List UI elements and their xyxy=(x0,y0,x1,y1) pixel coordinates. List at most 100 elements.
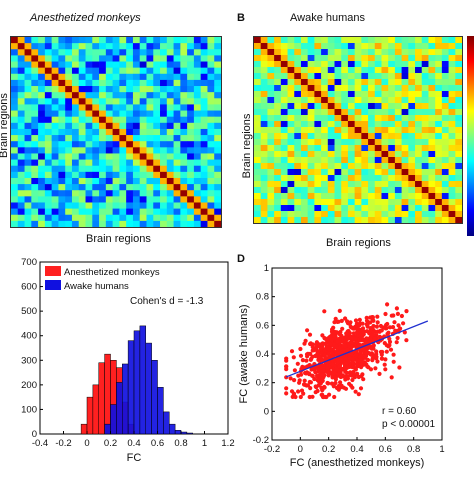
heatmap-cell xyxy=(173,79,181,87)
heatmap-cell xyxy=(327,85,335,92)
heatmap-cell xyxy=(180,214,188,222)
scatter-point xyxy=(360,360,365,365)
heatmap-cell xyxy=(51,73,59,81)
heatmap-cell xyxy=(153,135,161,142)
heatmap-cell xyxy=(321,205,329,212)
heatmap-cell xyxy=(44,220,52,227)
heatmap-cell xyxy=(307,91,315,98)
heatmap-cell xyxy=(455,205,462,212)
heatmap-cell xyxy=(361,187,369,194)
heatmap-cell xyxy=(51,177,59,185)
heatmap-cell xyxy=(374,217,382,223)
heatmap-cell xyxy=(314,55,322,62)
heatmap-cell xyxy=(287,73,295,80)
heatmap-cell xyxy=(294,151,302,158)
heatmap-cell xyxy=(31,135,39,142)
heatmap-cell xyxy=(388,91,396,98)
heatmap-cell xyxy=(307,121,315,128)
heatmap-cell xyxy=(341,193,349,200)
heatmap-cell xyxy=(17,208,25,216)
scatter-point xyxy=(355,358,360,363)
heatmap-cell xyxy=(160,171,168,179)
heatmap-cell xyxy=(254,67,262,74)
heatmap-cell xyxy=(394,127,402,134)
heatmap-cell xyxy=(71,49,80,56)
heatmap-cell xyxy=(112,104,120,111)
heatmap-cell xyxy=(347,151,355,158)
heatmap-cell xyxy=(401,181,409,188)
heatmap-cell xyxy=(153,184,161,191)
heatmap-cell xyxy=(347,175,355,182)
heatmap-cell xyxy=(92,220,100,227)
scatter-point xyxy=(358,332,363,337)
heatmap-cell xyxy=(166,220,174,227)
heatmap-cell xyxy=(160,104,168,111)
heatmap-cell xyxy=(374,133,382,140)
heatmap-cell xyxy=(428,61,436,68)
heatmap-cell xyxy=(300,205,308,212)
heatmap-cell xyxy=(180,159,188,167)
heatmap-cell xyxy=(132,73,141,81)
heatmap-cell xyxy=(394,103,402,110)
heatmap-cell xyxy=(160,61,168,68)
heatmap-cell xyxy=(415,121,423,128)
heatmap-cell xyxy=(99,98,107,105)
heatmap-cell xyxy=(421,193,429,200)
heatmap-cell xyxy=(321,187,329,194)
heatmap-cell xyxy=(347,37,355,44)
heatmap-cell xyxy=(354,181,362,188)
heatmap-cell xyxy=(51,55,59,62)
heatmap-cell xyxy=(307,67,315,74)
stat-p: p < 0.00001 xyxy=(382,419,436,430)
scatter-point xyxy=(396,323,401,328)
scatter-point xyxy=(302,341,307,346)
heatmap-cell xyxy=(381,151,389,158)
legend-swatch-humans xyxy=(45,280,61,290)
heatmap-cell xyxy=(287,145,295,152)
heatmap-cell xyxy=(180,184,188,191)
heatmap-cell xyxy=(173,128,181,136)
heatmap-cell xyxy=(441,181,449,188)
heatmap-cell xyxy=(455,49,462,56)
heatmap-cell xyxy=(160,67,168,75)
heatmap-cell xyxy=(99,220,107,227)
scatter-point xyxy=(379,356,384,361)
heatmap-cell xyxy=(44,86,52,93)
heatmap-cell xyxy=(267,37,275,44)
heatmap-cell xyxy=(421,169,429,176)
heatmap-cell xyxy=(105,141,113,148)
scatter-point xyxy=(355,330,360,335)
heatmap-cell xyxy=(334,205,342,212)
scatter-point xyxy=(373,366,378,371)
heatmap-cell xyxy=(31,37,39,44)
heatmap-cell xyxy=(428,85,436,92)
heatmap-cell xyxy=(274,205,282,212)
heatmap-cell xyxy=(428,169,436,176)
heatmap-cell xyxy=(24,171,32,179)
heatmap-cell xyxy=(280,103,288,110)
heatmap-cell xyxy=(321,121,329,128)
scatter-point xyxy=(322,385,327,390)
heatmap-cell xyxy=(374,103,382,110)
heatmap-cell xyxy=(341,181,349,188)
heatmap-cell xyxy=(300,175,308,182)
heatmap-cell xyxy=(78,190,86,197)
histogram-bar-humans xyxy=(163,411,170,435)
heatmap-cell xyxy=(435,151,443,158)
heatmap-cell xyxy=(51,190,59,197)
heatmap-cell xyxy=(99,116,107,124)
heatmap-cell xyxy=(294,205,302,212)
heatmap-cell xyxy=(193,171,201,179)
scatter-point xyxy=(291,391,297,396)
heatmap-cell xyxy=(85,116,93,124)
heatmap-cell xyxy=(24,55,32,62)
heatmap-cell xyxy=(92,73,100,81)
heatmap-cell xyxy=(415,169,423,176)
heatmap-cell xyxy=(254,187,262,194)
heatmap-cell xyxy=(207,202,215,209)
heatmap-cell xyxy=(394,121,402,128)
heatmap-cell xyxy=(139,171,147,179)
heatmap-cell xyxy=(38,190,46,197)
heatmap-cell xyxy=(394,169,402,176)
scatter-point xyxy=(343,369,348,374)
